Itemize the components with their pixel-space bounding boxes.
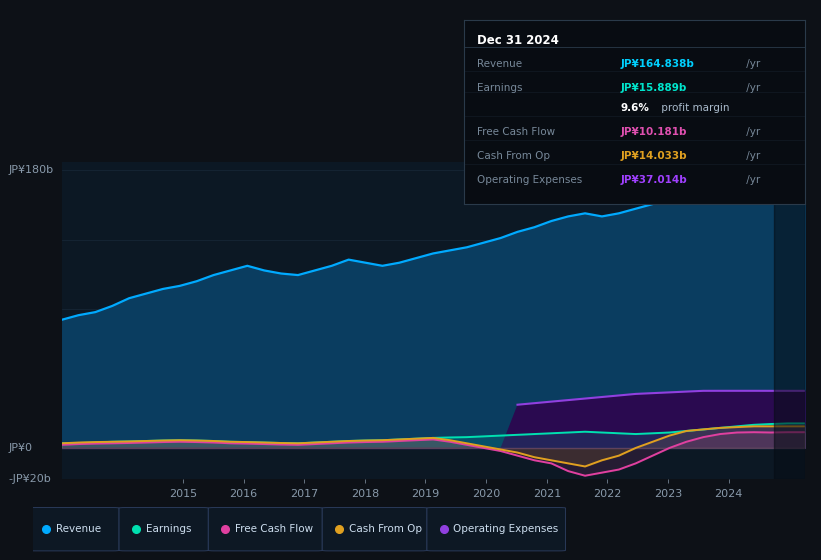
Text: /yr: /yr	[743, 59, 760, 69]
Text: Free Cash Flow: Free Cash Flow	[478, 127, 556, 137]
Text: JP¥37.014b: JP¥37.014b	[621, 175, 687, 185]
Text: Revenue: Revenue	[56, 524, 101, 534]
Bar	[774, 162, 805, 479]
Text: Dec 31 2024: Dec 31 2024	[478, 34, 559, 48]
FancyBboxPatch shape	[323, 507, 427, 551]
Text: Earnings: Earnings	[478, 83, 523, 93]
Text: Earnings: Earnings	[145, 524, 191, 534]
Text: Operating Expenses: Operating Expenses	[478, 175, 583, 185]
Text: JP¥164.838b: JP¥164.838b	[621, 59, 695, 69]
FancyBboxPatch shape	[30, 507, 119, 551]
Text: Free Cash Flow: Free Cash Flow	[235, 524, 313, 534]
Text: /yr: /yr	[743, 175, 760, 185]
Text: profit margin: profit margin	[658, 103, 730, 113]
FancyBboxPatch shape	[427, 507, 566, 551]
Text: Operating Expenses: Operating Expenses	[453, 524, 558, 534]
Text: JP¥10.181b: JP¥10.181b	[621, 127, 687, 137]
Text: Revenue: Revenue	[478, 59, 523, 69]
Text: -JP¥20b: -JP¥20b	[8, 474, 51, 484]
Text: Cash From Op: Cash From Op	[478, 151, 551, 161]
Text: JP¥15.889b: JP¥15.889b	[621, 83, 687, 93]
FancyBboxPatch shape	[119, 507, 209, 551]
Text: Cash From Op: Cash From Op	[349, 524, 422, 534]
Text: /yr: /yr	[743, 127, 760, 137]
Text: JP¥180b: JP¥180b	[8, 165, 53, 175]
Text: 9.6%: 9.6%	[621, 103, 649, 113]
Text: /yr: /yr	[743, 151, 760, 161]
Text: JP¥14.033b: JP¥14.033b	[621, 151, 687, 161]
Text: JP¥0: JP¥0	[8, 443, 32, 453]
FancyBboxPatch shape	[209, 507, 323, 551]
Text: /yr: /yr	[743, 83, 760, 93]
